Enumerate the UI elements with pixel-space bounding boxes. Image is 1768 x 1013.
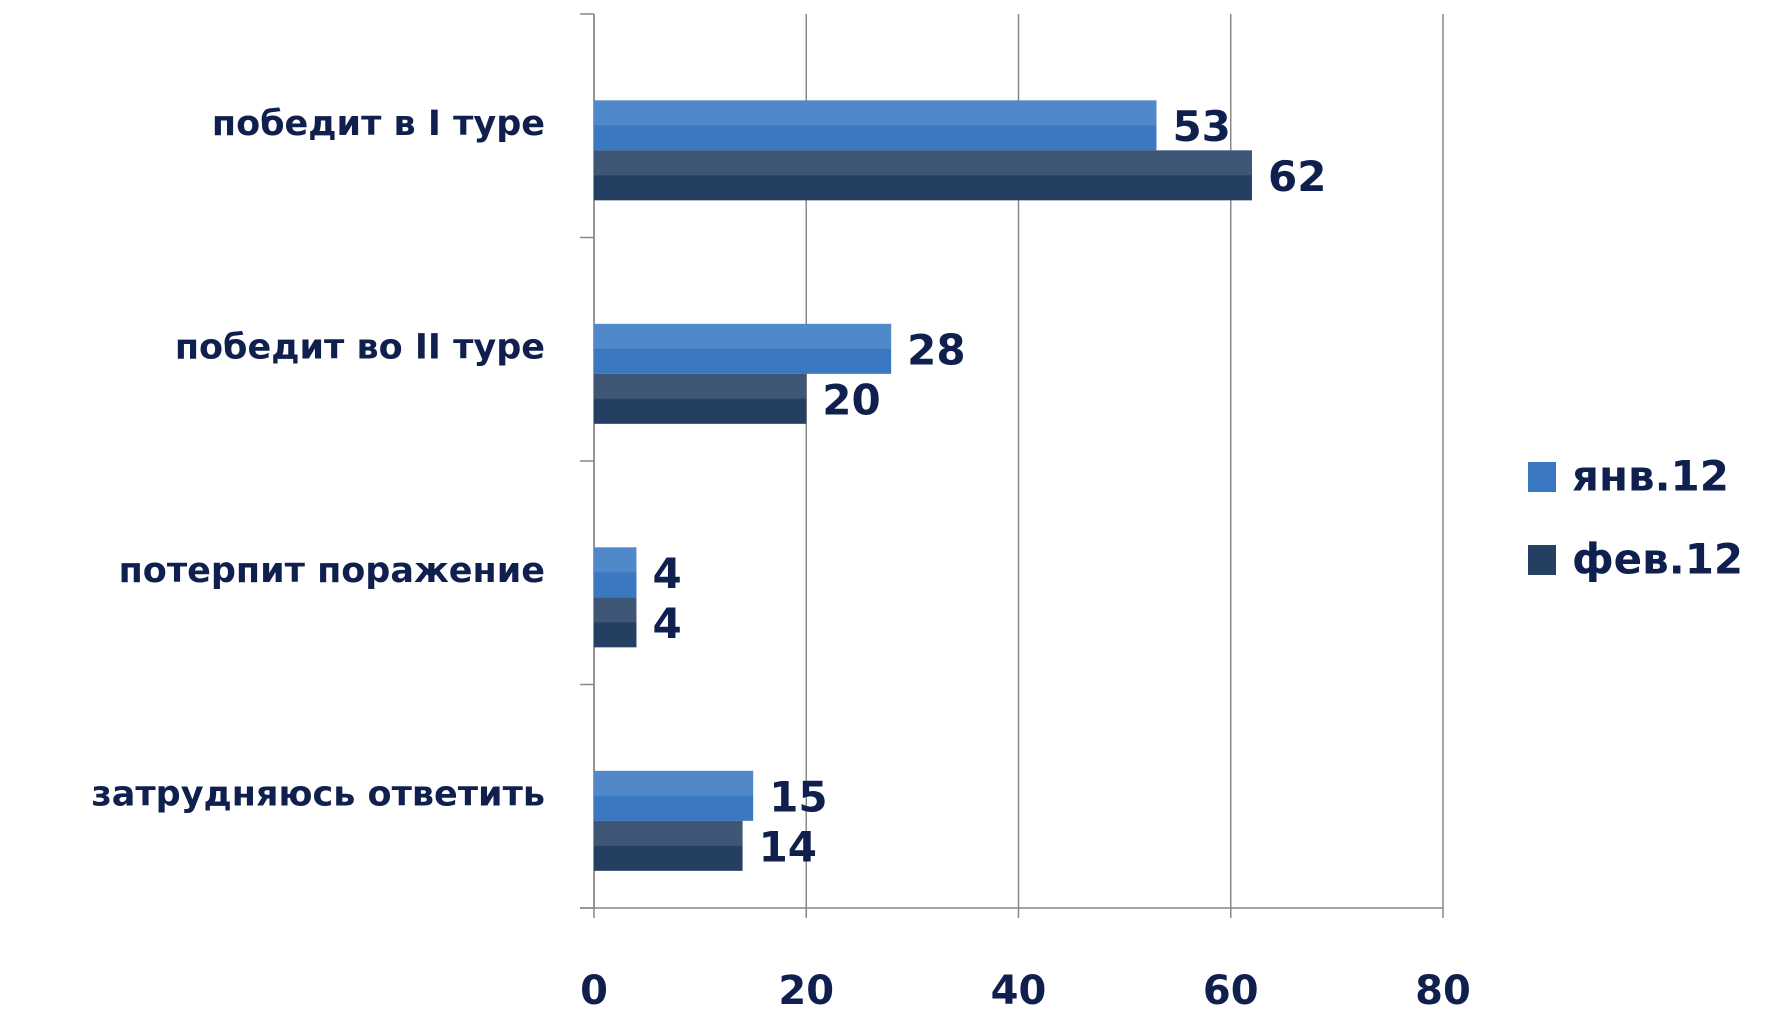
bar-highlight — [594, 820, 743, 846]
value-label: 4 — [652, 599, 681, 648]
x-tick-label: 40 — [991, 968, 1047, 1013]
bar — [594, 820, 743, 871]
bar — [594, 597, 637, 648]
bar-highlight — [594, 323, 892, 349]
value-label: 15 — [769, 772, 827, 821]
bar — [594, 150, 1252, 201]
value-label: 14 — [759, 822, 817, 871]
x-tick-label: 20 — [778, 968, 834, 1013]
value-label: 53 — [1172, 102, 1230, 151]
bar-highlight — [594, 597, 637, 623]
bar-highlight — [594, 100, 1157, 126]
bar-highlight — [594, 547, 637, 573]
bar-highlight — [594, 770, 754, 796]
value-label: 28 — [907, 325, 965, 374]
legend-label: янв.12 — [1572, 452, 1729, 501]
legend-swatch — [1528, 545, 1556, 575]
y-tick-label: победит во II туре — [175, 327, 545, 367]
value-label: 20 — [822, 375, 880, 424]
x-tick-label: 80 — [1415, 968, 1471, 1013]
y-tick-label: затрудняюсь ответить — [91, 774, 545, 814]
bar-highlight — [594, 373, 807, 399]
legend-label: фев.12 — [1572, 535, 1743, 584]
bar — [594, 547, 637, 598]
value-label: 62 — [1268, 152, 1326, 201]
x-tick-label: 60 — [1203, 968, 1259, 1013]
y-tick-label: победит в I туре — [212, 104, 545, 144]
bar — [594, 323, 892, 374]
value-label: 4 — [652, 549, 681, 598]
bar-highlight — [594, 150, 1252, 176]
legend-swatch — [1528, 462, 1556, 492]
x-tick-label: 0 — [580, 968, 608, 1013]
bar — [594, 100, 1157, 151]
bar — [594, 770, 754, 821]
bar — [594, 373, 807, 424]
y-tick-label: потерпит поражение — [119, 551, 545, 591]
